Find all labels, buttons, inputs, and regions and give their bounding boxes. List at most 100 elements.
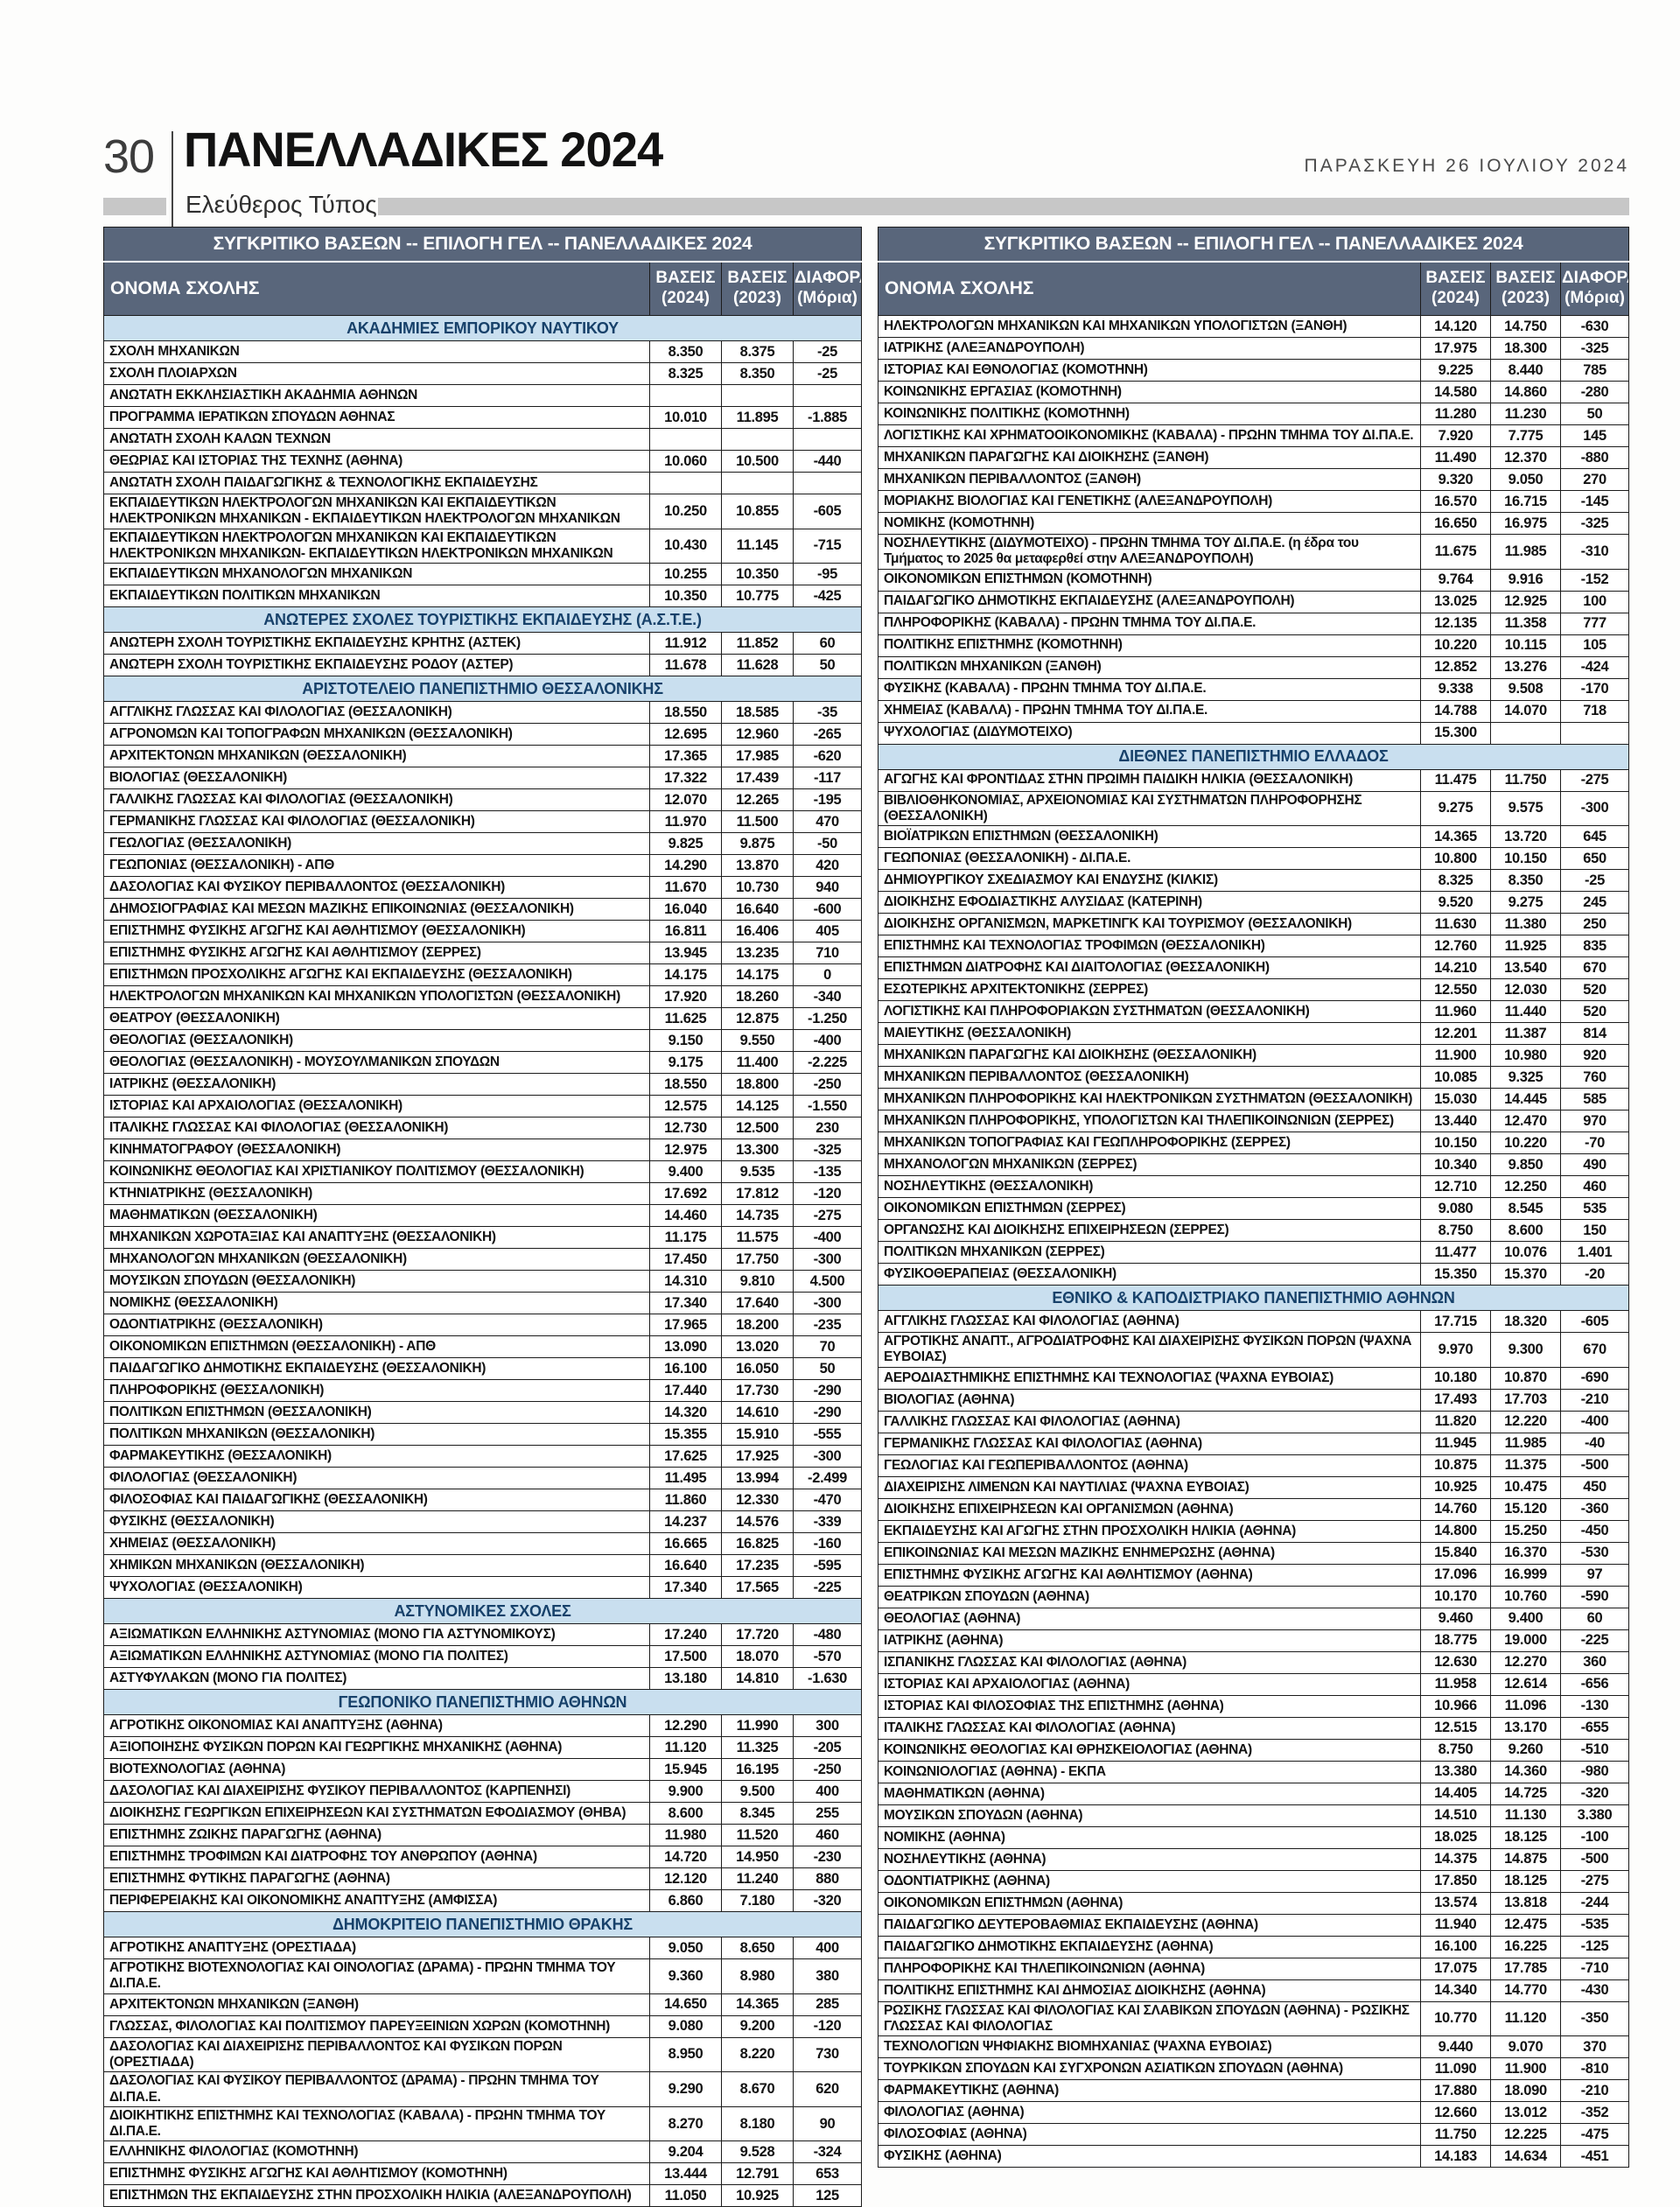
school-name-cell: ΑΡΧΙΤΕΚΤΟΝΩΝ ΜΗΧΑΝΙΚΩΝ (ΘΕΣΣΑΛΟΝΙΚΗ) (103, 745, 650, 768)
score-2024-cell: 11.120 (649, 1736, 722, 1760)
diff-cell: 777 (1559, 612, 1630, 635)
diff-cell: -424 (1559, 655, 1630, 679)
diff-cell: 420 (792, 854, 863, 878)
section-header: ΔΗΜΟΚΡΙΤΕΙΟ ΠΑΝΕΠΙΣΤΗΜΙΟ ΘΡΑΚΗΣ (102, 1911, 863, 1938)
diff-cell: -620 (792, 745, 863, 768)
table-row: ΧΗΜΕΙΑΣ (ΘΕΣΣΑΛΟΝΙΚΗ) 16.665 16.825 -160 (103, 1532, 863, 1556)
table-row: ΒΙΟΛΟΓΙΑΣ (ΘΕΣΣΑΛΟΝΙΚΗ) 17.322 17.439 -117 (103, 767, 863, 790)
table-row: ΓΑΛΛΙΚΗΣ ΓΛΩΣΣΑΣ ΚΑΙ ΦΙΛΟΛΟΓΙΑΣ (ΘΕΣΣΑΛΟ… (103, 788, 863, 812)
school-name-cell: ΡΩΣΙΚΗΣ ΓΛΩΣΣΑΣ ΚΑΙ ΦΙΛΟΛΟΓΙΑΣ ΚΑΙ ΣΛΑΒΙ… (878, 2000, 1421, 2037)
section-header: ΑΡΙΣΤΟΤΕΛΕΙΟ ΠΑΝΕΠΙΣΤΗΜΙΟ ΘΕΣΣΑΛΟΝΙΚΗΣ (102, 676, 863, 703)
score-2024-cell: 10.220 (1420, 634, 1491, 657)
table-row: ΕΠΙΣΤΗΜΗΣ ΦΥΣΙΚΗΣ ΑΓΩΓΗΣ ΚΑΙ ΑΘΛΗΤΙΣΜΟΥ … (103, 920, 863, 943)
score-2023-cell: 14.735 (721, 1204, 794, 1228)
score-2023-cell: 12.270 (1490, 1650, 1561, 1674)
table-row: ΓΕΩΠΟΝΙΑΣ (ΘΕΣΣΑΛΟΝΙΚΗ) - ΑΠΘ 14.290 13.87… (103, 854, 863, 878)
table-row: ΑΡΧΙΤΕΚΤΟΝΩΝ ΜΗΧΑΝΙΚΩΝ (ΞΑΝΘΗ) 14.650 14.3… (103, 1993, 863, 2016)
score-2023-cell: 14.070 (1490, 699, 1561, 723)
diff-cell: -135 (792, 1160, 863, 1184)
diff-cell: -605 (1559, 1310, 1630, 1334)
school-name-cell: ΚΟΙΝΩΝΙΚΗΣ ΕΡΓΑΣΙΑΣ (ΚΟΜΟΤΗΝΗ) (878, 381, 1421, 403)
table-row: ΦΥΣΙΚΗΣ (ΚΑΒΑΛΑ) - ΠΡΩΗΝ ΤΜΗΜΑ ΤΟΥ ΔΙ.ΠΑ… (878, 677, 1630, 701)
score-2023-cell: 14.576 (721, 1510, 794, 1534)
score-2024-cell: 14.580 (1420, 381, 1491, 403)
table-row: ΔΗΜΟΣΙΟΓΡΑΦΙΑΣ ΚΑΙ ΜΕΣΩΝ ΜΑΖΙΚΗΣ ΕΠΙΚΟΙΝ… (103, 898, 863, 921)
diff-cell: -555 (792, 1423, 863, 1447)
diff-cell: -280 (1559, 381, 1630, 403)
score-2023-cell: 9.325 (1490, 1066, 1561, 1089)
table-row: ΕΚΠΑΙΔΕΥΤΙΚΩΝ ΠΟΛΙΤΙΚΩΝ ΜΗΧΑΝΙΚΩΝ 10.350 1… (103, 585, 863, 608)
diff-cell: -400 (792, 1029, 863, 1053)
table-row: ΚΟΙΝΩΝΙΚΗΣ ΘΕΟΛΟΓΙΑΣ ΚΑΙ ΘΡΗΣΚΕΙΟΛΟΓΙΑΣ … (878, 1738, 1630, 1762)
score-2024-cell: 16.100 (1420, 1935, 1491, 1958)
score-2023-cell: 8.180 (721, 2105, 794, 2142)
table-row: ΕΠΙΣΤΗΜΩΝ ΔΙΑΤΡΟΦΗΣ ΚΑΙ ΔΙΑΙΤΟΛΟΓΙΑΣ (ΘΕ… (878, 956, 1630, 980)
score-2024-cell: 8.270 (649, 2105, 722, 2142)
section-row: ΑΚΑΔΗΜΙΕΣ ΕΜΠΟΡΙΚΟΥ ΝΑΥΤΙΚΟΥ (102, 315, 863, 341)
score-2024-cell: 12.515 (1420, 1716, 1491, 1740)
score-2024-cell: 17.920 (649, 985, 722, 1009)
school-name-cell: ΓΑΛΛΙΚΗΣ ΓΛΩΣΣΑΣ ΚΑΙ ΦΙΛΟΛΟΓΙΑΣ (ΘΕΣΣΑΛΟ… (103, 788, 650, 812)
score-2024-cell: 9.825 (649, 832, 722, 856)
score-2024-cell: 17.965 (649, 1314, 722, 1337)
diff-cell: -2.225 (792, 1051, 863, 1075)
table-row: ΔΙΟΙΚΗΣΗΣ ΕΠΙΧΕΙΡΗΣΕΩΝ ΚΑΙ ΟΡΓΑΝΙΣΜΩΝ (Α… (878, 1497, 1630, 1521)
school-name-cell: ΕΠΙΣΤΗΜΩΝ ΤΗΣ ΕΚΠΑΙΔΕΥΣΗΣ ΣΤΗΝ ΠΡΟΣΧΟΛΙΚ… (103, 2184, 650, 2207)
table-row: ΔΑΣΟΛΟΓΙΑΣ ΚΑΙ ΦΥΣΙΚΟΥ ΠΕΡΙΒΑΛΛΟΝΤΟΣ (ΔΡ… (103, 2071, 863, 2107)
school-name-cell: ΝΟΣΗΛΕΥΤΙΚΗΣ (ΘΕΣΣΑΛΟΝΙΚΗ) (878, 1175, 1421, 1199)
diff-cell (792, 428, 863, 451)
school-name-cell: ΜΗΧΑΝΙΚΩΝ ΠΛΗΡΟΦΟΡΙΚΗΣ, ΥΠΟΛΟΓΙΣΤΩΝ ΚΑΙ … (878, 1110, 1421, 1133)
score-2024-cell: 14.175 (649, 963, 722, 987)
score-2023-cell: 11.380 (1490, 913, 1561, 936)
diff-cell: -152 (1559, 568, 1630, 592)
table-row: ΑΝΩΤΑΤΗ ΕΚΚΛΗΣΙΑΣΤΙΚΗ ΑΚΑΔΗΜΙΑ ΑΘΗΝΩΝ (103, 384, 863, 407)
score-2024-cell: 9.290 (649, 2071, 722, 2107)
diff-cell: 710 (792, 942, 863, 965)
score-2024-cell: 11.945 (1420, 1432, 1491, 1455)
school-name-cell: ΜΗΧΑΝΙΚΩΝ ΧΩΡΟΤΑΞΙΑΣ ΚΑΙ ΑΝΑΠΤΥΞΗΣ (ΘΕΣΣ… (103, 1226, 650, 1250)
score-2023-cell: 11.400 (721, 1051, 794, 1075)
diff-cell: -130 (1559, 1694, 1630, 1718)
score-2023-cell: 11.387 (1490, 1022, 1561, 1046)
table-row: ΦΙΛΟΛΟΓΙΑΣ (ΘΕΣΣΑΛΟΝΙΚΗ) 11.495 13.994 -2.4… (103, 1467, 863, 1490)
table-row: ΑΓΡΟΤΙΚΗΣ ΑΝΑΠΤ., ΑΓΡΟΔΙΑΤΡΟΦΗΣ ΚΑΙ ΔΙΑΧ… (878, 1332, 1630, 1368)
diff-cell: 920 (1559, 1044, 1630, 1068)
score-2024-cell: 17.692 (649, 1182, 722, 1206)
table-row: ΙΤΑΛΙΚΗΣ ΓΛΩΣΣΑΣ ΚΑΙ ΦΙΛΟΛΟΓΙΑΣ (ΘΕΣΣΑΛΟ… (103, 1117, 863, 1140)
score-2023-cell: 10.855 (721, 494, 794, 529)
score-2024-cell: 14.720 (649, 1846, 722, 1869)
score-2024-cell: 8.950 (649, 2036, 722, 2073)
diff-cell: 450 (1559, 1475, 1630, 1499)
table-row: ΘΕΟΛΟΓΙΑΣ (ΘΕΣΣΑΛΟΝΙΚΗ) - ΜΟΥΣΟΥΛΜΑΝΙΚΩΝ… (103, 1051, 863, 1075)
score-2023-cell: 10.500 (721, 450, 794, 473)
diff-cell: -810 (1559, 2057, 1630, 2081)
score-2023-cell: 16.999 (1490, 1563, 1561, 1587)
school-name-cell: ΟΙΚΟΝΟΜΙΚΩΝ ΕΠΙΣΤΗΜΩΝ (ΘΕΣΣΑΛΟΝΙΚΗ) - ΑΠ… (103, 1335, 650, 1359)
diff-cell: -400 (792, 1226, 863, 1250)
table-row: ΚΤΗΝΙΑΤΡΙΚΗΣ (ΘΕΣΣΑΛΟΝΙΚΗ) 17.692 17.812 -1… (103, 1182, 863, 1206)
score-2024-cell (649, 472, 722, 494)
school-name-cell: ΚΟΙΝΩΝΙΚΗΣ ΘΕΟΛΟΓΙΑΣ ΚΑΙ ΧΡΙΣΤΙΑΝΙΚΟΥ ΠΟ… (103, 1160, 650, 1184)
score-2024-cell: 12.630 (1420, 1650, 1491, 1674)
diff-cell: -205 (792, 1736, 863, 1760)
school-name-cell: ΑΓΓΛΙΚΗΣ ΓΛΩΣΣΑΣ ΚΑΙ ΦΙΛΟΛΟΓΙΑΣ (ΑΘΗΝΑ) (878, 1310, 1421, 1334)
table-row: ΑΓΡΟΤΙΚΗΣ ΑΝΑΠΤΥΞΗΣ (ΟΡΕΣΤΙΑΔΑ) 9.050 8.65… (103, 1937, 863, 1960)
score-2024-cell: 16.811 (649, 920, 722, 943)
diff-cell: 460 (1559, 1175, 1630, 1199)
score-2024-cell: 9.970 (1420, 1332, 1491, 1368)
score-2023-cell: 14.860 (1490, 381, 1561, 403)
col-2023-line2: (2023) (1502, 289, 1550, 307)
school-name-cell: ΝΟΜΙΚΗΣ (ΘΕΣΣΑΛΟΝΙΚΗ) (103, 1292, 650, 1315)
score-2024-cell: 17.340 (649, 1576, 722, 1600)
score-2024-cell: 11.630 (1420, 913, 1491, 936)
diff-cell: -475 (1559, 2123, 1630, 2147)
score-2023-cell: 8.440 (1490, 359, 1561, 382)
diff-cell: -320 (792, 1889, 863, 1913)
table-row: ΘΕΑΤΡΟΥ (ΘΕΣΣΑΛΟΝΙΚΗ) 11.625 12.875 -1.250 (103, 1007, 863, 1031)
score-2023-cell: 11.520 (721, 1824, 794, 1847)
section-row: ΔΙΕΘΝΕΣ ΠΑΝΕΠΙΣΤΗΜΙΟ ΕΛΛΑΔΟΣ (877, 743, 1630, 770)
score-2023-cell: 9.500 (721, 1780, 794, 1804)
diff-cell: -535 (1559, 1913, 1630, 1937)
diff-cell: -35 (792, 701, 863, 725)
table-row: ΕΚΠΑΙΔΕΥΤΙΚΩΝ ΗΛΕΚΤΡΟΛΟΓΩΝ ΜΗΧΑΝΙΚΩΝ ΚΑΙ… (103, 528, 863, 564)
